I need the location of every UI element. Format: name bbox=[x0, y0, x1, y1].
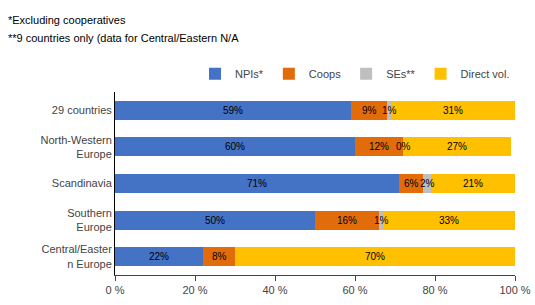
svg-text:50%: 50% bbox=[205, 215, 225, 226]
svg-text:Coops: Coops bbox=[309, 68, 341, 80]
svg-text:21%: 21% bbox=[463, 178, 483, 189]
svg-text:Scandinavia: Scandinavia bbox=[52, 177, 113, 189]
svg-text:2%: 2% bbox=[420, 178, 435, 189]
svg-text:27%: 27% bbox=[447, 141, 467, 152]
svg-text:22%: 22% bbox=[149, 251, 169, 262]
svg-text:16%: 16% bbox=[337, 215, 357, 226]
svg-text:NPIs*: NPIs* bbox=[235, 68, 264, 80]
svg-text:0%: 0% bbox=[396, 141, 411, 152]
svg-text:1%: 1% bbox=[382, 105, 397, 116]
svg-text:SouthernEurope: SouthernEurope bbox=[67, 207, 112, 233]
svg-text:60 %: 60 % bbox=[342, 284, 367, 296]
svg-text:12%: 12% bbox=[369, 141, 389, 152]
svg-text:8%: 8% bbox=[212, 251, 227, 262]
svg-text:*Excluding cooperatives: *Excluding cooperatives bbox=[8, 14, 126, 26]
svg-text:Central/Eastern Europe: Central/Eastern Europe bbox=[41, 243, 112, 269]
svg-text:33%: 33% bbox=[439, 215, 459, 226]
svg-text:100 %: 100 % bbox=[499, 284, 530, 296]
svg-text:70%: 70% bbox=[365, 251, 385, 262]
svg-text:Direct vol.: Direct vol. bbox=[461, 68, 510, 80]
svg-text:80 %: 80 % bbox=[422, 284, 447, 296]
svg-text:SEs**: SEs** bbox=[386, 68, 415, 80]
svg-text:31%: 31% bbox=[443, 105, 463, 116]
svg-text:59%: 59% bbox=[223, 105, 243, 116]
svg-text:20 %: 20 % bbox=[182, 284, 207, 296]
svg-text:1%: 1% bbox=[374, 215, 389, 226]
svg-text:0 %: 0 % bbox=[106, 284, 125, 296]
svg-text:North-WesternEurope: North-WesternEurope bbox=[40, 134, 111, 160]
svg-text:9%: 9% bbox=[362, 105, 377, 116]
svg-text:**9 countries only (data for C: **9 countries only (data for Central/Eas… bbox=[8, 32, 239, 44]
svg-text:6%: 6% bbox=[404, 178, 419, 189]
svg-text:29 countries: 29 countries bbox=[52, 104, 112, 116]
svg-text:60%: 60% bbox=[225, 141, 245, 152]
svg-text:71%: 71% bbox=[247, 178, 267, 189]
svg-text:40 %: 40 % bbox=[262, 284, 287, 296]
